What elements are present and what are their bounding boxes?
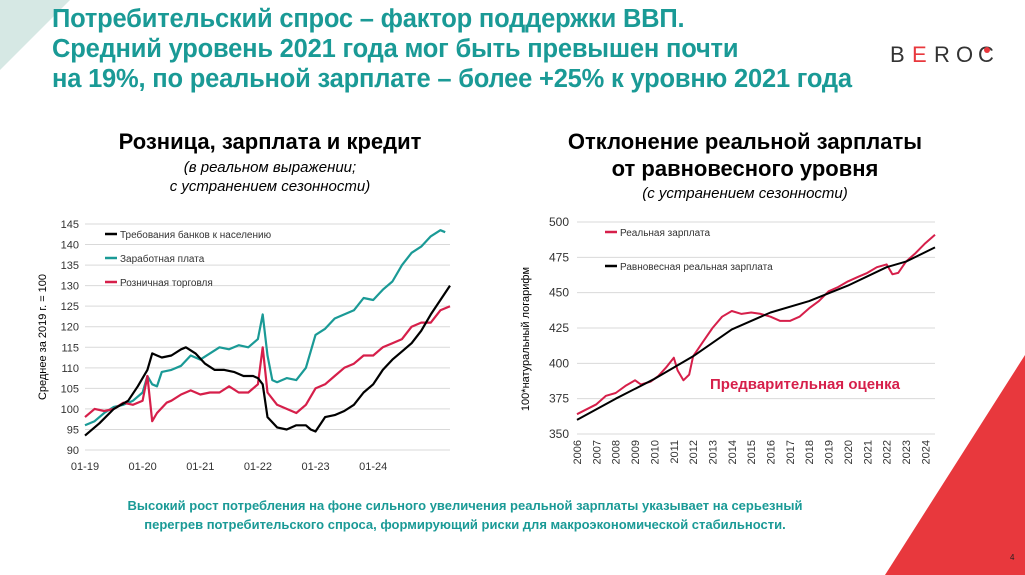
- headline-line-1: Потребительский спрос – фактор поддержки…: [52, 5, 685, 33]
- y-tick-label: 135: [61, 260, 79, 272]
- y-tick-label: 425: [549, 321, 569, 335]
- y-tick-label: 500: [549, 215, 569, 229]
- y-tick-label: 115: [61, 342, 79, 354]
- y-tick-label: 105: [61, 383, 79, 395]
- left-chart-lines: [84, 229, 451, 437]
- y-tick-label: 125: [61, 301, 79, 313]
- page-number: 4: [1010, 553, 1015, 562]
- x-tick-label: 2009: [630, 440, 642, 464]
- logo-letter-b: B: [890, 42, 905, 67]
- corner-decoration-bottom-right: [885, 355, 1025, 575]
- left-chart-subtitle-2: с устранением сезонности): [169, 178, 371, 195]
- x-tick-label: 2013: [707, 440, 719, 464]
- x-tick-label: 2022: [882, 440, 894, 464]
- logo-letter-o: O: [956, 42, 973, 67]
- x-tick-label: 2017: [785, 440, 797, 464]
- y-tick-label: 90: [67, 445, 79, 457]
- x-tick-label: 2023: [901, 440, 913, 464]
- right-chart-y-ticks: 350 375 400 425 450 475 500: [549, 215, 569, 441]
- conclusion-line-1: Высокий рост потребления на фоне сильног…: [127, 498, 803, 513]
- x-tick-label: 01-21: [186, 461, 214, 473]
- x-tick-label: 2008: [611, 440, 623, 464]
- y-tick-label: 100: [61, 404, 79, 416]
- right-chart-legend: Реальная зарплата Равновесная реальная за…: [605, 228, 773, 273]
- right-chart-subtitle: (с устранением сезонности): [642, 185, 848, 202]
- left-chart: 90 95 100 105 110 115 120 125 130 135 140 145 01-19…: [37, 219, 451, 473]
- y-tick-label: 400: [549, 356, 569, 370]
- logo-letter-r: R: [934, 42, 950, 67]
- series-line-1: [576, 246, 936, 421]
- x-tick-label: 2024: [920, 440, 932, 464]
- x-tick-label: 2021: [862, 440, 874, 464]
- logo-letter-c: C: [978, 42, 994, 67]
- y-tick-label: 475: [549, 250, 569, 264]
- y-tick-label: 110: [61, 363, 79, 375]
- x-tick-label: 2016: [766, 440, 778, 464]
- right-chart-x-ticks: 2006 2007 2008 2009 2010 2011 2012 2013 2014 2015…: [572, 440, 932, 464]
- conclusion-line-2: перегрев потребительского спроса, формир…: [144, 517, 786, 532]
- x-tick-label: 2007: [591, 440, 603, 464]
- y-tick-label: 350: [549, 427, 569, 441]
- x-tick-label: 2015: [746, 440, 758, 464]
- y-tick-label: 140: [61, 240, 79, 252]
- y-tick-label: 120: [61, 322, 79, 334]
- legend-label: Реальная зарплата: [620, 228, 710, 239]
- left-chart-title: Розница, зарплата и кредит: [118, 129, 422, 154]
- x-tick-label: 2006: [572, 440, 584, 464]
- conclusion: Высокий рост потребления на фоне сильног…: [40, 496, 890, 534]
- beroc-logo: B E R O C: [890, 42, 994, 67]
- y-tick-label: 95: [67, 424, 79, 436]
- y-tick-label: 450: [549, 286, 569, 300]
- x-tick-label: 01-19: [71, 461, 99, 473]
- x-tick-label: 01-22: [244, 461, 272, 473]
- x-tick-label: 2012: [688, 440, 700, 464]
- right-chart-title-1: Отклонение реальной зарплаты: [567, 129, 923, 154]
- legend-label: Требования банков к населению: [120, 229, 272, 241]
- left-chart-x-ticks: 01-19 01-20 01-21 01-22 01-23 01-24: [71, 461, 387, 473]
- x-tick-label: 2011: [669, 440, 681, 464]
- series-line-0: [84, 284, 451, 437]
- logo-letter-e: E: [912, 42, 927, 67]
- right-chart-ylabel: 100*натуральный логарифм: [520, 267, 532, 411]
- x-tick-label: 2018: [804, 440, 816, 464]
- y-tick-label: 375: [549, 392, 569, 406]
- right-chart-grid: [577, 221, 935, 435]
- x-tick-label: 2010: [649, 440, 661, 464]
- legend-label: Заработная плата: [120, 253, 205, 265]
- left-chart-grid: [85, 223, 450, 451]
- x-tick-label: 2019: [824, 440, 836, 464]
- left-chart-ylabel: Среднее за 2019 г. = 100: [37, 274, 49, 400]
- left-chart-legend: Требования банков к населению Заработная …: [105, 229, 272, 289]
- legend-label: Розничная торговля: [120, 278, 213, 289]
- corner-decoration-top-left: [0, 0, 70, 70]
- legend-label: Равновесная реальная зарплата: [620, 262, 773, 273]
- headline-line-3: на 19%, по реальной зарплате – более +25…: [52, 65, 852, 93]
- y-tick-label: 130: [61, 281, 79, 293]
- x-tick-label: 2020: [843, 440, 855, 464]
- left-chart-subtitle-1: (в реальном выражении;: [183, 159, 357, 176]
- y-tick-label: 145: [61, 219, 79, 231]
- right-chart-title-2: от равновесного уровня: [611, 156, 879, 181]
- right-chart-lines: [576, 233, 936, 421]
- series-line-2: [84, 305, 451, 423]
- x-tick-label: 2014: [727, 440, 739, 464]
- x-tick-label: 01-24: [359, 461, 387, 473]
- x-tick-label: 01-20: [129, 461, 157, 473]
- headline-line-2: Средний уровень 2021 года мог быть превы…: [52, 35, 739, 63]
- left-chart-y-ticks: 90 95 100 105 110 115 120 125 130 135 140 145: [61, 219, 79, 457]
- x-tick-label: 01-23: [301, 461, 329, 473]
- logo-dot: [984, 47, 990, 53]
- headline: Потребительский спрос – фактор поддержки…: [52, 4, 1025, 94]
- right-chart-annotation: Предварительная оценка: [710, 376, 901, 393]
